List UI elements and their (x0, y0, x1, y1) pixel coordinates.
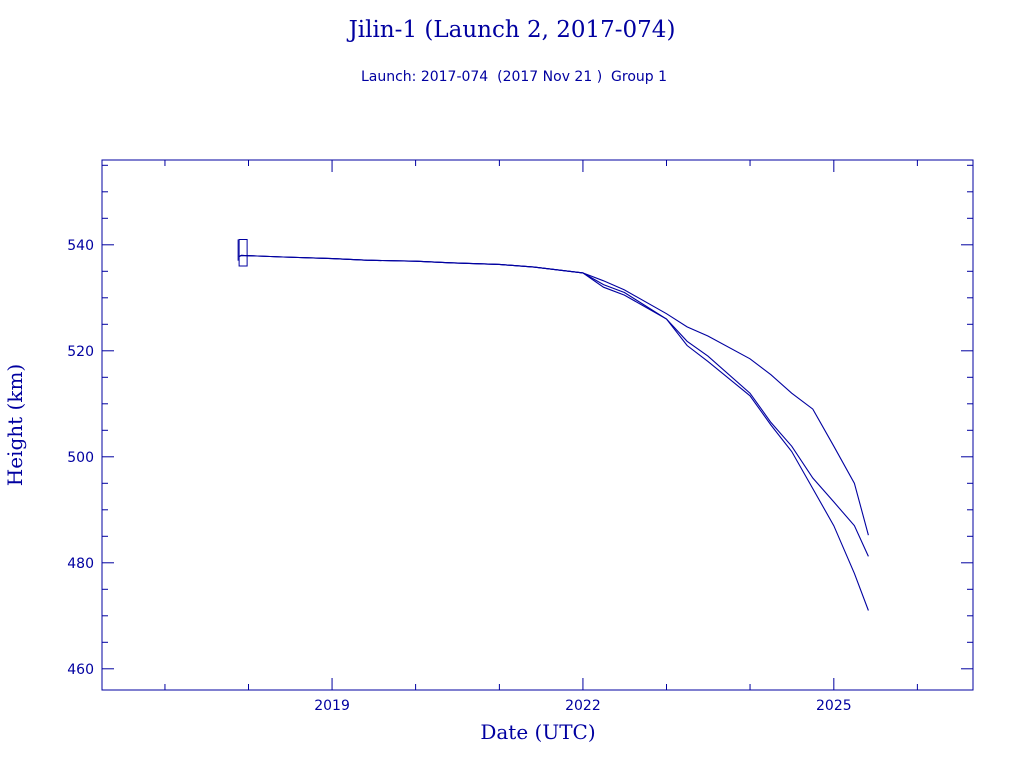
x-tick-label: 2025 (816, 698, 852, 714)
series-line-3 (238, 254, 869, 611)
y-tick-label: 540 (67, 238, 94, 254)
y-axis-label: Height (km) (3, 364, 27, 486)
y-tick-label: 480 (67, 556, 94, 572)
axis-ticks (102, 160, 973, 690)
axis-tick-labels: 460 480 500 520 540 2019 2022 2025 (67, 238, 851, 714)
launch-marker-box (238, 239, 248, 267)
x-tick-label: 2019 (314, 698, 350, 714)
chart-title: Jilin-1 (Launch 2, 2017-074) (347, 17, 676, 43)
x-axis-label: Date (UTC) (480, 720, 595, 744)
x-tick-label: 2022 (565, 698, 601, 714)
plot-frame (101, 159, 974, 691)
launch-marker (237, 239, 248, 267)
series-lines (238, 254, 869, 611)
chart-subtitle: Launch: 2017-074 (2017 Nov 21 ) Group 1 (361, 69, 667, 85)
y-tick-label: 460 (67, 662, 94, 678)
y-tick-label: 520 (67, 344, 94, 360)
y-tick-label: 500 (67, 450, 94, 466)
